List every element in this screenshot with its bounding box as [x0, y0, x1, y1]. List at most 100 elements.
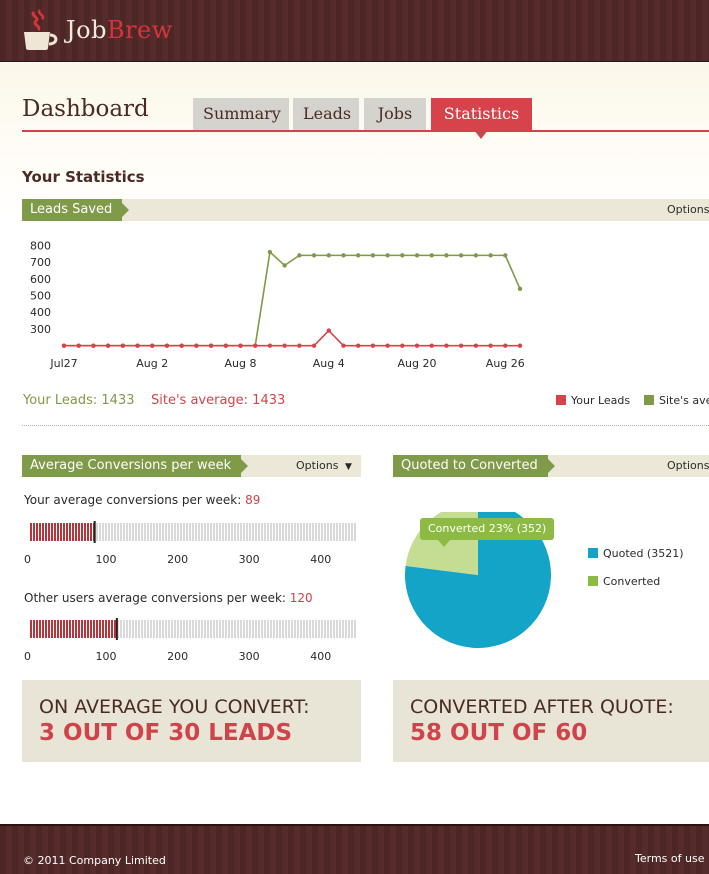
- series-point[interactable]: [267, 343, 273, 348]
- gauge-segment: [42, 523, 44, 541]
- series-point[interactable]: [414, 253, 420, 258]
- series-point[interactable]: [341, 253, 346, 258]
- series-point[interactable]: [414, 343, 420, 348]
- series-point[interactable]: [282, 343, 287, 348]
- series-point[interactable]: [76, 343, 81, 348]
- quoted-options-button[interactable]: Options: [667, 459, 709, 472]
- gauge-segment: [33, 523, 35, 541]
- pie-slice[interactable]: [405, 512, 551, 648]
- footer-terms-link[interactable]: Terms of use: [635, 852, 705, 865]
- series-point[interactable]: [61, 343, 67, 348]
- legend-your-leads[interactable]: Your Leads: [556, 394, 630, 407]
- y-tick-label: 300: [30, 323, 51, 336]
- series-point[interactable]: [473, 343, 479, 348]
- gauge-segment: [219, 523, 221, 541]
- series-point[interactable]: [341, 343, 346, 348]
- series-point[interactable]: [326, 328, 331, 333]
- series-point[interactable]: [355, 343, 361, 348]
- tab-summary[interactable]: Summary: [193, 98, 289, 130]
- title-underline: [22, 130, 709, 132]
- gauge-segment: [129, 620, 131, 638]
- your-conversions-label: Your average conversions per week:: [24, 493, 246, 507]
- conversions-options-button[interactable]: Options ▼: [296, 455, 352, 477]
- gauge-segment: [213, 523, 215, 541]
- series-point[interactable]: [385, 253, 390, 258]
- gauge-segment: [141, 523, 143, 541]
- series-point[interactable]: [164, 343, 170, 348]
- gauge-segment: [135, 523, 137, 541]
- gauge-segment: [150, 523, 152, 541]
- series-point[interactable]: [385, 343, 390, 348]
- series-point[interactable]: [517, 343, 523, 348]
- gauge-segment: [273, 523, 275, 541]
- series-point[interactable]: [400, 253, 405, 258]
- series-point[interactable]: [194, 343, 199, 348]
- series-point[interactable]: [517, 286, 523, 292]
- series-point[interactable]: [150, 343, 155, 348]
- leads-options-button[interactable]: Options: [667, 203, 709, 216]
- series-point[interactable]: [135, 343, 140, 348]
- series-point[interactable]: [253, 343, 258, 348]
- series-point[interactable]: [444, 253, 449, 258]
- gauge-segment: [93, 620, 95, 638]
- tab-leads[interactable]: Leads: [293, 98, 359, 130]
- gauge-tick-label: 400: [310, 553, 332, 566]
- series-point[interactable]: [458, 343, 464, 348]
- gauge-segment: [123, 620, 125, 638]
- series-point[interactable]: [444, 343, 449, 348]
- pie-legend-quoted[interactable]: Quoted (3521): [588, 547, 684, 560]
- pie-legend-converted[interactable]: Converted: [588, 575, 660, 588]
- series-point[interactable]: [473, 253, 479, 258]
- gauge-segment: [216, 523, 218, 541]
- section-title: Your Statistics: [22, 168, 145, 186]
- gauge-marker[interactable]: [115, 618, 118, 640]
- gauge-segment: [264, 523, 266, 541]
- series-point[interactable]: [429, 253, 434, 258]
- pie-tooltip: Converted 23% (352): [420, 518, 555, 547]
- series-point[interactable]: [429, 343, 434, 348]
- series-point[interactable]: [91, 343, 96, 348]
- series-point[interactable]: [297, 253, 302, 258]
- gauge-segment: [216, 620, 218, 638]
- series-point[interactable]: [488, 253, 493, 258]
- brand-logo-text[interactable]: JobBrew: [66, 16, 173, 44]
- series-point[interactable]: [458, 253, 464, 258]
- series-point[interactable]: [297, 343, 302, 348]
- series-point[interactable]: [400, 343, 405, 348]
- tab-statistics[interactable]: Statistics: [431, 98, 532, 130]
- quoted-panel-header: Quoted to Converted Options: [393, 455, 709, 477]
- series-point[interactable]: [223, 343, 229, 348]
- gauge-segment: [330, 523, 332, 541]
- gauge-segment: [30, 523, 32, 541]
- legend-site-average[interactable]: Site's ave: [644, 394, 709, 407]
- gauge-segment: [333, 523, 335, 541]
- series-point[interactable]: [208, 343, 214, 348]
- series-point[interactable]: [311, 343, 317, 348]
- series-point[interactable]: [120, 343, 126, 348]
- gauge-segment: [105, 523, 107, 541]
- series-point[interactable]: [326, 253, 331, 258]
- series-point[interactable]: [238, 343, 243, 348]
- series-point[interactable]: [503, 253, 508, 258]
- series-point[interactable]: [105, 343, 111, 348]
- gauge-segment: [183, 620, 185, 638]
- summary-after-quote-value: 58 OUT OF 60: [410, 720, 588, 746]
- coffee-cup-logo-icon[interactable]: [20, 8, 60, 52]
- series-point[interactable]: [355, 253, 361, 258]
- series-point[interactable]: [282, 263, 287, 268]
- series-point[interactable]: [488, 343, 493, 348]
- y-tick-label: 400: [30, 306, 51, 319]
- gauge-segment: [174, 620, 176, 638]
- series-point[interactable]: [370, 343, 376, 348]
- gauge-marker[interactable]: [93, 521, 96, 543]
- summary-you-convert-value: 3 OUT OF 30 LEADS: [39, 720, 293, 746]
- tab-jobs[interactable]: Jobs: [364, 98, 426, 130]
- x-tick-label: Jul27: [49, 357, 77, 370]
- series-point[interactable]: [370, 253, 376, 258]
- gauge-segment: [204, 620, 206, 638]
- series-point[interactable]: [179, 343, 184, 348]
- series-point[interactable]: [267, 249, 273, 255]
- series-point[interactable]: [503, 343, 508, 348]
- brand-part-job: Job: [66, 16, 107, 44]
- series-point[interactable]: [311, 253, 317, 258]
